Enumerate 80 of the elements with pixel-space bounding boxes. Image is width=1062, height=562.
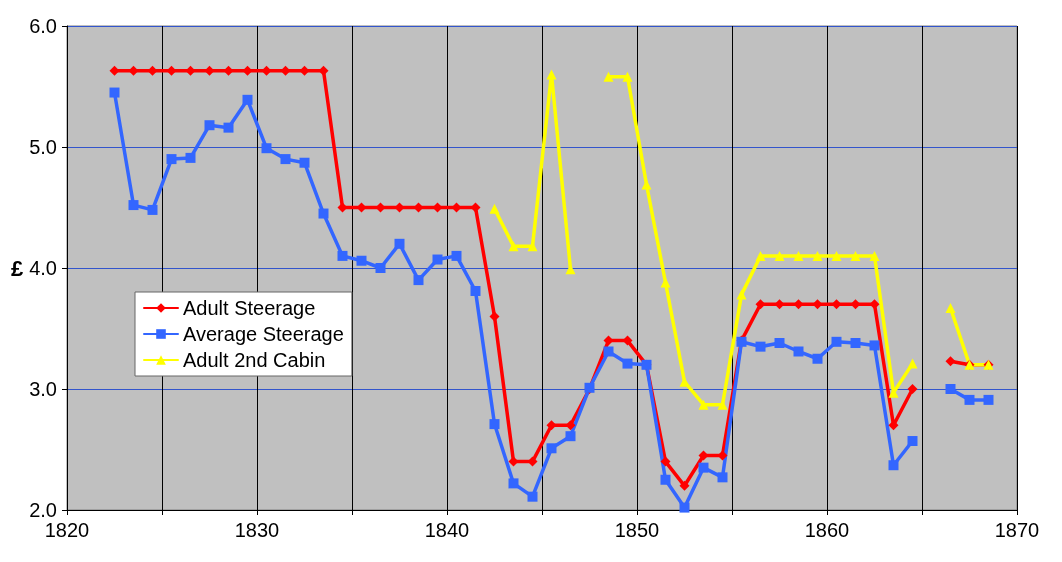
point bbox=[280, 154, 291, 165]
point bbox=[166, 154, 177, 165]
point bbox=[622, 71, 633, 82]
point bbox=[660, 474, 671, 485]
point bbox=[489, 311, 500, 322]
y-tick-label: 4.0 bbox=[29, 257, 57, 279]
point bbox=[812, 250, 823, 261]
point bbox=[793, 346, 804, 357]
point bbox=[869, 340, 880, 351]
point bbox=[850, 250, 861, 261]
point bbox=[660, 277, 671, 288]
point bbox=[812, 353, 823, 364]
point bbox=[546, 69, 557, 80]
point bbox=[603, 346, 614, 357]
point bbox=[565, 431, 576, 442]
point bbox=[147, 204, 158, 215]
x-tick-label: 1820 bbox=[44, 519, 90, 541]
x-tick-label: 1860 bbox=[804, 519, 850, 541]
x-tick-label: 1870 bbox=[994, 519, 1040, 541]
y-tick-label: 6.0 bbox=[29, 15, 57, 37]
point bbox=[793, 250, 804, 261]
point bbox=[831, 250, 842, 261]
point bbox=[698, 399, 709, 410]
point bbox=[470, 285, 481, 296]
y-tick-label: 5.0 bbox=[29, 136, 57, 158]
point bbox=[299, 157, 310, 168]
point bbox=[907, 384, 918, 394]
point bbox=[489, 203, 500, 214]
point bbox=[508, 478, 519, 489]
legend-label: Adult Steerage bbox=[183, 297, 316, 319]
point bbox=[375, 263, 386, 273]
x-tick-label: 1840 bbox=[424, 519, 470, 541]
point bbox=[945, 384, 956, 394]
point bbox=[451, 250, 462, 261]
point bbox=[774, 338, 785, 349]
point bbox=[337, 250, 348, 261]
point bbox=[546, 443, 557, 454]
point bbox=[128, 200, 139, 211]
point bbox=[774, 250, 785, 261]
point bbox=[242, 94, 253, 105]
point bbox=[964, 394, 975, 405]
x-tick-label: 1830 bbox=[234, 519, 280, 541]
point bbox=[394, 238, 405, 249]
point bbox=[527, 491, 538, 502]
point bbox=[679, 480, 690, 491]
point bbox=[907, 436, 918, 447]
point bbox=[204, 120, 215, 131]
point bbox=[736, 289, 747, 300]
legend-label: Adult 2nd Cabin bbox=[183, 349, 326, 371]
y-axis-title: £ bbox=[11, 255, 25, 281]
point bbox=[831, 336, 842, 347]
point bbox=[945, 356, 956, 367]
x-tick-label: 1850 bbox=[614, 519, 660, 541]
point bbox=[869, 250, 880, 261]
point bbox=[185, 152, 196, 163]
y-tick-label: 2.0 bbox=[29, 499, 57, 521]
point bbox=[660, 456, 671, 467]
y-tick-label: 3.0 bbox=[29, 378, 57, 400]
point bbox=[907, 358, 918, 369]
point bbox=[109, 87, 120, 98]
point bbox=[318, 208, 329, 219]
point bbox=[489, 419, 500, 430]
point bbox=[432, 254, 443, 265]
point bbox=[983, 394, 994, 405]
point bbox=[603, 71, 614, 82]
point bbox=[755, 341, 766, 352]
point bbox=[717, 472, 728, 483]
point bbox=[698, 462, 709, 473]
point bbox=[945, 302, 956, 313]
point bbox=[261, 143, 272, 154]
point bbox=[888, 460, 899, 471]
point bbox=[679, 502, 690, 513]
point bbox=[850, 338, 861, 349]
point bbox=[755, 250, 766, 261]
legend-label: Average Steerage bbox=[183, 323, 344, 345]
point bbox=[356, 255, 367, 266]
point bbox=[622, 358, 633, 369]
point bbox=[413, 275, 424, 286]
point bbox=[508, 241, 519, 252]
point bbox=[223, 122, 234, 133]
